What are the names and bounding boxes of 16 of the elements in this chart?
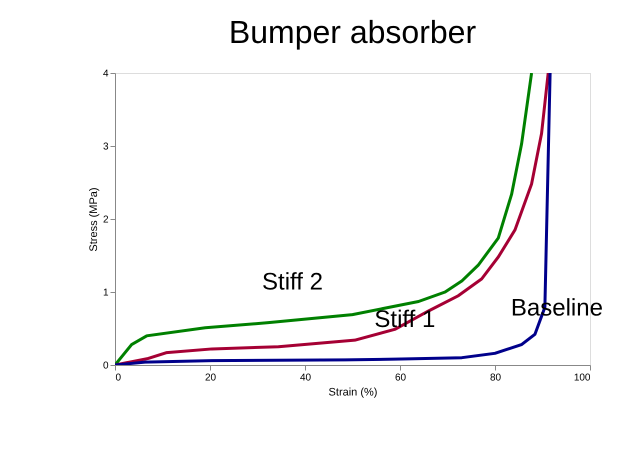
x-tick-label: 40 [300,372,312,384]
x-tick-label: 60 [394,372,406,384]
x-tick-label: 0 [116,372,122,384]
y-tick-label: 3 [102,142,109,152]
series-label: Stiff 2 [262,268,323,296]
x-tick-label: 100 [574,372,591,384]
x-axis-title: Strain (%) [328,386,378,398]
x-tick-label: 20 [204,372,216,384]
series-label: Stiff 1 [374,306,436,334]
y-tick-label: 1 [102,288,109,298]
chart-title: Bumper absorber [228,14,476,50]
y-axis-title: Stress (MPa) [88,187,100,252]
y-tick-label: 0 [102,360,109,372]
x-tick-label: 80 [490,372,502,384]
y-tick-label: 4 [102,68,109,80]
y-tick-label: 2 [102,214,109,226]
